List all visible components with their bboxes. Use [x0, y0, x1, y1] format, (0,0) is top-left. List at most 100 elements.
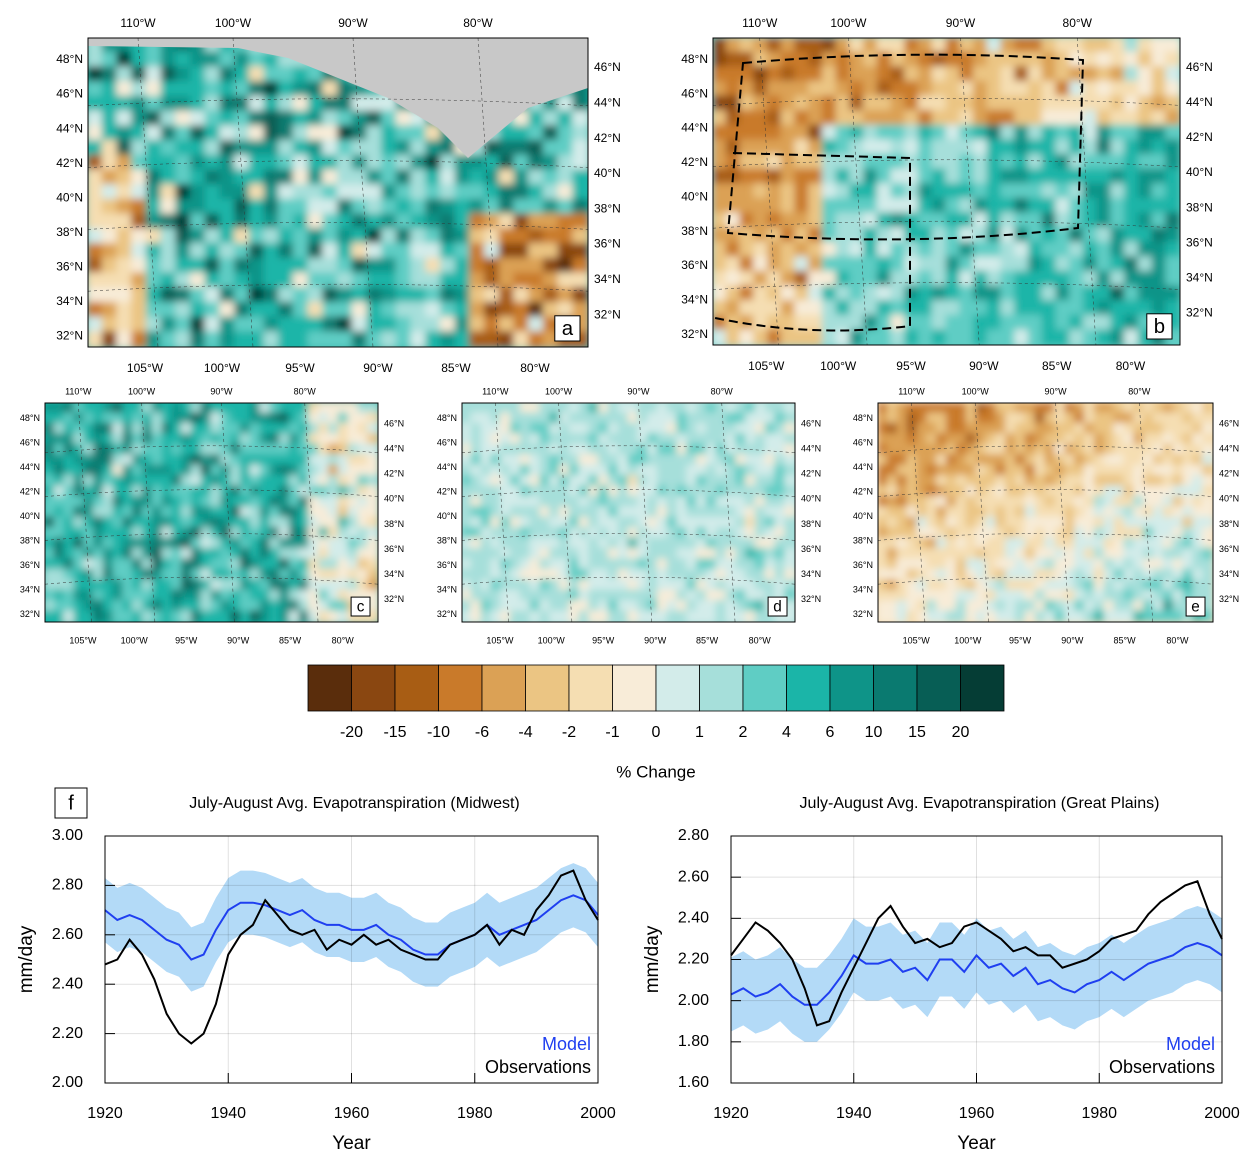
map-cell [513, 317, 530, 334]
map-cell [1083, 286, 1099, 303]
map-left-lat: 32°N [20, 609, 40, 619]
map-bottom-lon: 90°W [644, 635, 667, 645]
map-cell [726, 256, 742, 273]
map-cell [293, 287, 310, 304]
map-cell [712, 212, 728, 229]
map-cell [1110, 286, 1126, 303]
map-cell [1097, 37, 1113, 54]
map-cell [877, 242, 893, 259]
map-cell [712, 139, 728, 156]
map-cell [308, 331, 325, 348]
map-left-lat: 42°N [56, 156, 83, 170]
map-cell [877, 329, 893, 346]
map-cell [499, 243, 516, 260]
map-cell [411, 302, 428, 319]
map-cell [1097, 329, 1113, 346]
map-cell [712, 66, 728, 83]
map-cell [234, 243, 251, 260]
map-left-lat: 44°N [853, 462, 873, 472]
map-cell [753, 95, 769, 112]
map-cell [1028, 242, 1044, 259]
map-cell [219, 96, 236, 113]
map-cell [1083, 227, 1099, 244]
map-top-lon: 110°W [898, 386, 925, 396]
map-cell [808, 95, 824, 112]
map-cell [863, 125, 879, 142]
map-cell [234, 184, 251, 201]
map-cell [440, 317, 457, 334]
map-cell [102, 125, 119, 142]
map-cell [849, 95, 865, 112]
legend-entry: Observations [1109, 1057, 1215, 1077]
map-cell [891, 300, 907, 317]
map-bottom-lon: 95°W [175, 635, 198, 645]
map-cell [973, 37, 989, 54]
map-cell [484, 331, 501, 348]
map-left-lat: 36°N [853, 560, 873, 570]
map-cell [131, 228, 148, 245]
map-cell [175, 228, 192, 245]
map-cell [1110, 37, 1126, 54]
map-cell [175, 199, 192, 216]
map-cell [572, 111, 589, 128]
map-cell [175, 96, 192, 113]
map-cell [849, 52, 865, 69]
map-cell [1097, 81, 1113, 98]
map-cell [973, 139, 989, 156]
map-cell [499, 258, 516, 275]
map-cell [836, 169, 852, 186]
map-cell [366, 140, 383, 157]
map-cell [753, 300, 769, 317]
map-cell [337, 258, 354, 275]
map-left-lat: 46°N [20, 437, 40, 447]
map-right-lat: 32°N [801, 594, 821, 604]
map-cell [381, 331, 398, 348]
map-cell [116, 52, 133, 69]
map-cell [278, 243, 295, 260]
map-panel: 110°W100°W90°W80°W105°W100°W95°W90°W85°W… [56, 16, 621, 375]
map-cell [572, 96, 589, 113]
map-cell [822, 183, 838, 200]
map-cell [1042, 183, 1058, 200]
map-cell [959, 169, 975, 186]
map-panel: 110°W100°W90°W80°W105°W100°W95°W90°W85°W… [681, 16, 1213, 373]
map-cell [712, 256, 728, 273]
map-cell [87, 111, 104, 128]
map-cell [1000, 154, 1016, 171]
map-cell [146, 66, 163, 83]
map-cell [863, 183, 879, 200]
map-cell [263, 243, 280, 260]
map-cell [263, 228, 280, 245]
map-cell [726, 183, 742, 200]
map-right-lat: 32°N [594, 307, 621, 321]
map-cell [891, 154, 907, 171]
map-cell [528, 125, 545, 142]
map-cell [322, 140, 339, 157]
map-cell [1000, 271, 1016, 288]
map-cell [781, 227, 797, 244]
map-cell [87, 96, 104, 113]
map-cell [308, 96, 325, 113]
map-right-lat: 42°N [384, 469, 404, 479]
map-cell [849, 183, 865, 200]
map-cell [381, 169, 398, 186]
y-tick-label: 2.80 [52, 877, 83, 894]
y-tick-label: 2.60 [678, 868, 709, 885]
map-cell [190, 258, 207, 275]
map-cell [205, 184, 222, 201]
map-cell [1097, 198, 1113, 215]
map-cell [425, 258, 442, 275]
map-cell [1042, 329, 1058, 346]
map-cell [469, 228, 486, 245]
map-cell [1000, 329, 1016, 346]
map-cell [146, 155, 163, 172]
map-cell [1055, 198, 1071, 215]
colorbar-swatch [439, 665, 483, 711]
map-top-lon: 110°W [482, 386, 509, 396]
map-cell [190, 228, 207, 245]
map-bottom-lon: 95°W [896, 359, 926, 373]
map-cell [904, 300, 920, 317]
map-cell [322, 287, 339, 304]
map-cell [558, 169, 575, 186]
map-cell [1028, 125, 1044, 142]
